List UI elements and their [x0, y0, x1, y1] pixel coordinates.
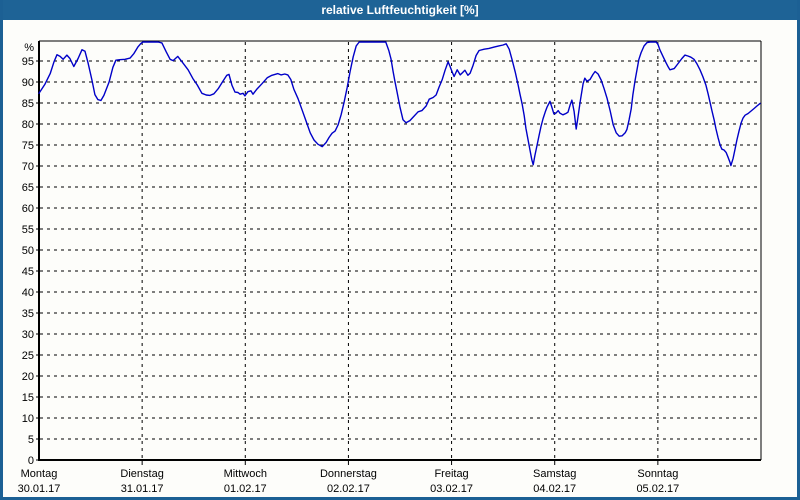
- y-axis-label: 45: [22, 266, 34, 278]
- day-date-label: 31.01.17: [121, 483, 164, 495]
- y-axis-label: 75: [22, 140, 34, 152]
- window-titlebar: relative Luftfeuchtigkeit [%]: [3, 0, 797, 20]
- y-axis-label: 85: [22, 98, 34, 110]
- y-axis-label: 90: [22, 77, 34, 89]
- day-name-label: Donnerstag: [320, 468, 377, 480]
- y-axis-unit-label: %: [24, 42, 34, 54]
- y-axis-label: 5: [28, 434, 34, 446]
- day-date-label: 05.02.17: [636, 483, 679, 495]
- y-axis-label: 30: [22, 329, 34, 341]
- chart-title: relative Luftfeuchtigkeit [%]: [321, 3, 479, 17]
- y-axis-label: 50: [22, 245, 34, 257]
- y-axis-label: 65: [22, 182, 34, 194]
- day-date-label: 03.02.17: [430, 483, 473, 495]
- y-axis-label: 95: [22, 56, 34, 68]
- day-name-label: Montag: [21, 468, 58, 480]
- day-name-label: Dienstag: [120, 468, 163, 480]
- y-axis-label: 15: [22, 392, 34, 404]
- y-axis-label: 35: [22, 308, 34, 320]
- day-date-label: 30.01.17: [18, 483, 61, 495]
- y-axis-label: 60: [22, 203, 34, 215]
- y-axis-label: 25: [22, 350, 34, 362]
- day-date-label: 01.02.17: [224, 483, 267, 495]
- humidity-series-line: [38, 41, 761, 167]
- y-axis-label: 40: [22, 287, 34, 299]
- day-name-label: Samstag: [533, 468, 576, 480]
- y-axis-label: 55: [22, 224, 34, 236]
- day-name-label: Freitag: [434, 468, 468, 480]
- day-name-label: Sonntag: [637, 468, 678, 480]
- y-axis-label: 20: [22, 371, 34, 383]
- plot-background: [39, 42, 761, 460]
- y-axis-label: 10: [22, 413, 34, 425]
- y-axis-label: 70: [22, 161, 34, 173]
- y-axis-label: 0: [28, 455, 34, 467]
- day-date-label: 02.02.17: [327, 483, 370, 495]
- day-date-label: 04.02.17: [533, 483, 576, 495]
- y-axis-label: 80: [22, 119, 34, 131]
- day-name-label: Mittwoch: [224, 468, 267, 480]
